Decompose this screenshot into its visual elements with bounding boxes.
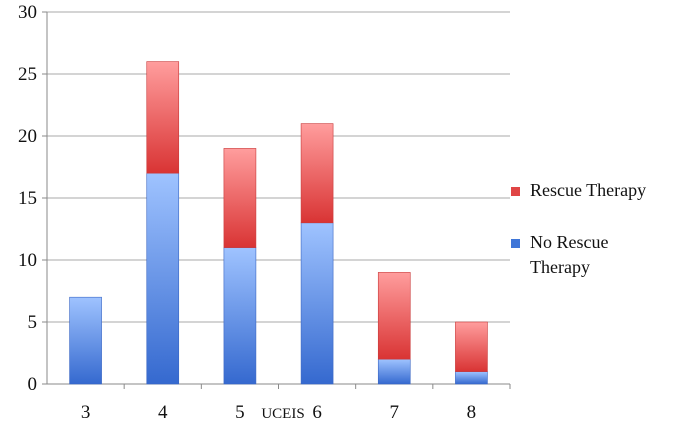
y-tick-label: 0 xyxy=(28,374,38,395)
x-tick-label: 5 xyxy=(235,402,245,423)
bar-rescue-7 xyxy=(377,272,411,360)
axes xyxy=(46,12,511,389)
bar-no-rescue-6 xyxy=(300,222,334,385)
x-tick-label: 8 xyxy=(467,402,477,423)
bars xyxy=(69,61,488,385)
bar-no-rescue-5 xyxy=(223,247,257,385)
y-tick-label: 25 xyxy=(18,64,37,85)
y-tick-label: 5 xyxy=(28,312,38,333)
bar-no-rescue-7 xyxy=(377,358,411,385)
bar-rescue-8 xyxy=(455,321,488,372)
x-tick-label: 4 xyxy=(158,402,168,423)
legend-item: Rescue Therapy xyxy=(511,180,646,200)
legend-swatch xyxy=(511,187,520,196)
legend-label: Therapy xyxy=(530,257,590,277)
x-axis-title: UCEIS xyxy=(261,406,304,422)
y-tick-label: 30 xyxy=(18,2,37,23)
y-tick-label: 10 xyxy=(18,250,37,271)
x-tick-label: 3 xyxy=(81,402,91,423)
gridlines xyxy=(42,11,510,385)
legend-swatch xyxy=(511,239,520,248)
x-tick-label: 7 xyxy=(390,402,400,423)
bar-rescue-5 xyxy=(223,148,257,248)
x-tick-label: 6 xyxy=(312,402,322,423)
y-tick-label: 15 xyxy=(18,188,37,209)
legend-label: No Rescue xyxy=(530,232,608,252)
bar-no-rescue-4 xyxy=(146,172,180,385)
legend-item: No Rescue Therapy xyxy=(511,232,608,277)
tick-labels: 0 5 10 15 20 25 30 3 4 5 6 7 8 xyxy=(18,2,476,423)
bar-no-rescue-8 xyxy=(455,371,488,385)
legend: Rescue Therapy No Rescue Therapy xyxy=(511,180,646,277)
bar-no-rescue-3 xyxy=(69,296,102,385)
y-tick-label: 20 xyxy=(18,126,37,147)
bar-rescue-4 xyxy=(146,61,180,174)
bar-rescue-6 xyxy=(300,123,334,224)
legend-label: Rescue Therapy xyxy=(530,180,646,200)
